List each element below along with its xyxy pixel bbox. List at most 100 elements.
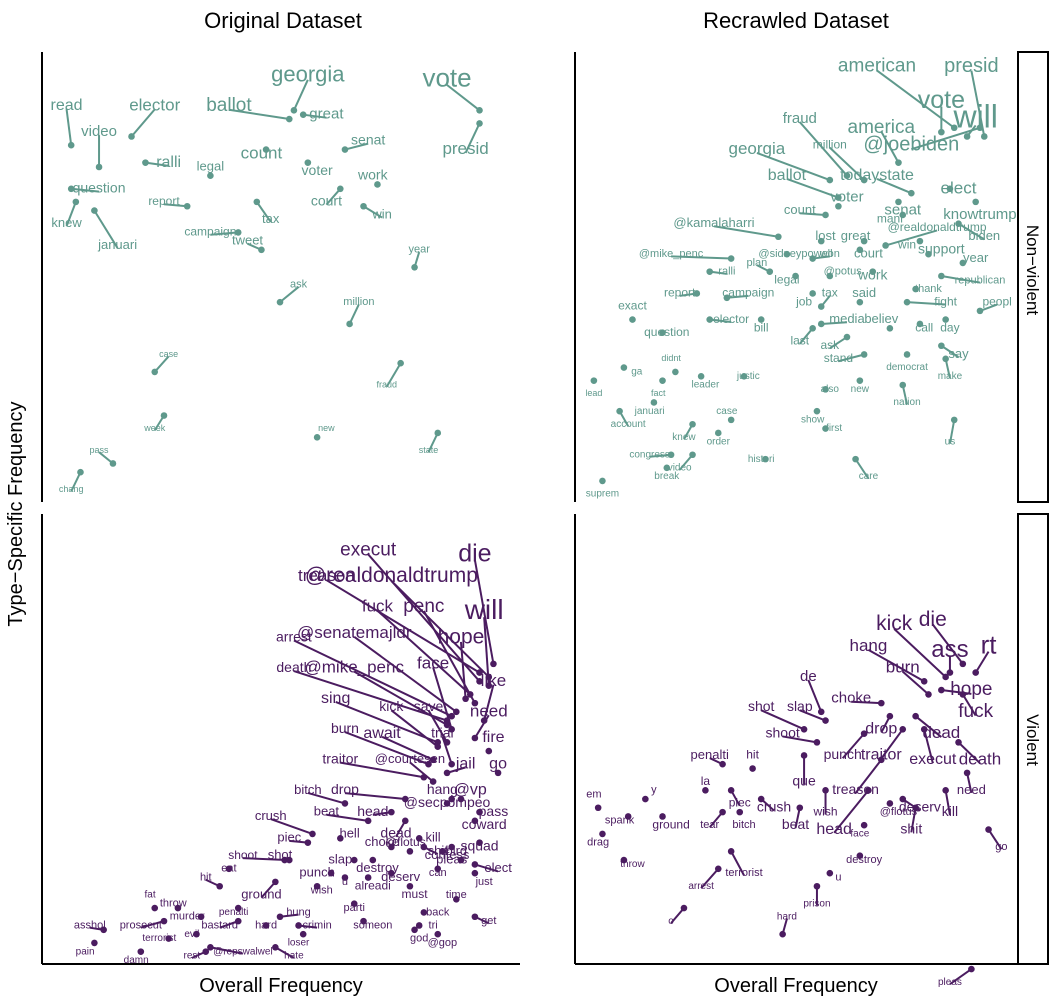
- label-leader-line: [210, 946, 244, 955]
- word-label: asshol: [74, 919, 106, 931]
- data-point: [783, 250, 791, 258]
- word-label: pass: [479, 803, 509, 819]
- data-point: [800, 752, 808, 759]
- data-point: [476, 678, 483, 685]
- word-label: need: [957, 782, 986, 797]
- label-leader-line: [833, 789, 870, 834]
- label-leader-line: [71, 187, 100, 193]
- data-point: [899, 725, 907, 733]
- word-label: slap: [787, 698, 813, 714]
- data-point: [822, 211, 829, 219]
- label-leader-line: [799, 121, 848, 177]
- word-label: care: [859, 471, 879, 482]
- data-point: [959, 259, 967, 267]
- word-label: murder: [170, 911, 205, 923]
- word-label: win: [371, 206, 392, 221]
- data-point: [309, 830, 316, 838]
- word-label: penalti: [691, 747, 729, 762]
- label-leader-line: [807, 679, 823, 713]
- data-point: [672, 368, 679, 376]
- word-label: hit: [746, 748, 759, 762]
- word-label: say: [948, 346, 969, 361]
- word-label: fraud: [783, 110, 817, 127]
- word-label: que: [792, 772, 816, 788]
- data-point: [401, 817, 409, 825]
- word-label: alreadi: [355, 878, 391, 892]
- word-label: nation: [893, 397, 920, 408]
- label-leader-line: [829, 146, 865, 181]
- data-point: [327, 869, 335, 877]
- label-leader-line: [483, 684, 495, 721]
- word-label: shit: [900, 820, 922, 836]
- label-leader-line: [902, 670, 930, 696]
- data-point: [276, 298, 284, 306]
- data-point: [916, 237, 924, 245]
- word-label: januari: [634, 406, 665, 417]
- word-label: kill: [426, 830, 441, 845]
- label-leader-line: [362, 205, 383, 219]
- data-point: [295, 922, 302, 929]
- data-point: [659, 377, 666, 384]
- label-leader-line: [782, 735, 818, 744]
- word-label: squad: [460, 838, 498, 854]
- label-leader-line: [422, 610, 476, 704]
- data-point: [757, 316, 765, 323]
- data-point: [183, 202, 191, 210]
- label-leader-line: [957, 222, 985, 241]
- label-leader-line: [307, 791, 346, 805]
- word-label: burn: [331, 720, 359, 736]
- data-point: [942, 673, 949, 681]
- data-point: [920, 725, 928, 733]
- label-leader-line: [163, 203, 188, 208]
- word-label: choke: [831, 690, 871, 707]
- word-label: ask: [820, 338, 840, 352]
- data-point: [471, 869, 479, 877]
- word-label: execut: [909, 751, 957, 768]
- word-label: bird: [445, 843, 467, 858]
- data-point: [963, 133, 971, 140]
- word-label: fight: [934, 294, 957, 308]
- label-leader-line: [381, 735, 434, 761]
- data-point: [411, 263, 418, 271]
- label-leader-line: [140, 920, 165, 929]
- axes: [41, 52, 1018, 965]
- word-label: tri: [429, 919, 438, 931]
- data-point: [411, 926, 418, 934]
- data-point: [253, 198, 261, 206]
- data-point: [938, 686, 945, 694]
- word-label: u: [342, 876, 348, 888]
- data-point: [207, 172, 214, 180]
- label-leader-line: [303, 113, 327, 119]
- data-point: [193, 930, 200, 938]
- data-point: [968, 965, 975, 973]
- data-point: [341, 874, 349, 881]
- strip-non-violent: [1017, 51, 1049, 503]
- data-point: [457, 795, 465, 803]
- word-label: campaign: [184, 225, 236, 239]
- word-label: ga: [631, 367, 643, 378]
- data-point: [443, 769, 451, 777]
- word-label: thank: [915, 283, 942, 295]
- label-leader-line: [344, 792, 406, 801]
- word-label: tax: [822, 286, 838, 300]
- word-label: question: [644, 325, 689, 339]
- word-label: @potus: [824, 266, 863, 278]
- word-label: drag: [587, 837, 609, 849]
- data-point: [886, 800, 894, 807]
- word-label: de: [800, 668, 817, 685]
- data-point: [865, 787, 872, 794]
- data-point: [160, 917, 168, 925]
- word-label: dead: [922, 723, 960, 742]
- word-label: kick: [379, 698, 404, 714]
- label-leader-line: [966, 772, 973, 794]
- label-leader-line: [794, 807, 801, 829]
- word-label: ground: [241, 886, 281, 901]
- data-point: [476, 669, 483, 676]
- data-point: [959, 660, 967, 668]
- word-label: american: [838, 56, 916, 77]
- word-label: day: [940, 320, 959, 334]
- data-point: [137, 948, 145, 955]
